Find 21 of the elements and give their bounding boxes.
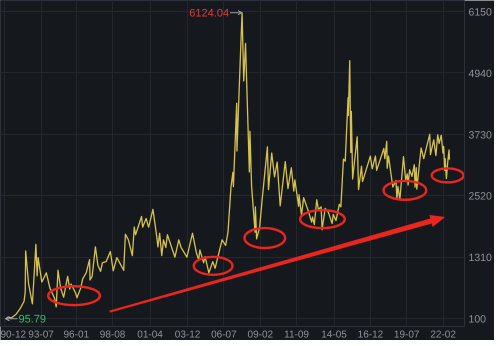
y-tick-label: 100 <box>468 314 486 326</box>
x-tick-label: 93-07 <box>28 330 54 340</box>
x-tick-label: 90-12 <box>0 330 27 340</box>
y-tick-label: 3730 <box>468 129 492 142</box>
annotation: 95.79 <box>18 314 46 326</box>
x-tick-label: 96-01 <box>63 330 90 340</box>
x-tick-label: 01-04 <box>137 330 164 340</box>
x-tick-label: 03-12 <box>174 330 201 340</box>
y-tick-label: 4940 <box>468 68 492 80</box>
y-tick-label: 2520 <box>468 190 492 203</box>
x-tick-label: 14-05 <box>321 330 348 340</box>
x-tick-label: 16-12 <box>358 330 384 340</box>
x-tick-label: 06-07 <box>211 330 238 340</box>
y-tick-label: 6150 <box>468 6 492 18</box>
x-tick-label: 98-08 <box>100 330 126 340</box>
x-tick-label: 19-07 <box>394 330 420 340</box>
x-tick-label: 11-09 <box>284 330 310 340</box>
x-tick-label: 22-02 <box>430 330 456 340</box>
y-tick-label: 1310 <box>468 252 492 264</box>
annotation: 6124.04 <box>189 8 230 20</box>
x-tick-label: 09-02 <box>248 330 274 340</box>
